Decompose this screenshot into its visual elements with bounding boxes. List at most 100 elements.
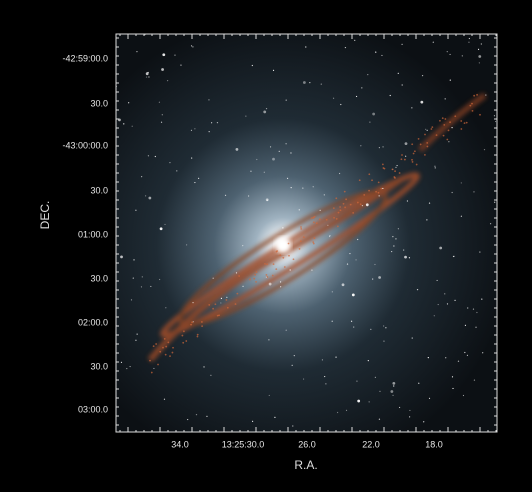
dust-knot [167,341,169,343]
star [405,156,406,157]
star [321,84,322,85]
star [285,143,286,144]
star [220,302,221,303]
star [345,47,346,48]
star [490,223,491,224]
dust-knot [371,179,373,181]
star [292,425,293,426]
galaxy-image [115,34,497,432]
dust-knot [300,228,302,230]
star [355,259,356,260]
dust-knot [253,278,255,280]
dust-knot [472,110,474,112]
star [485,94,486,95]
star [245,116,246,117]
star [153,368,154,369]
star [366,203,369,206]
dust-knot [401,158,403,160]
dust-knot [333,207,335,209]
x-tick-label: 18.0 [425,439,443,449]
dust-knot [446,139,448,141]
dust-knot [380,188,382,190]
star [435,167,436,168]
star [206,416,207,417]
x-tick-label: 26.0 [298,439,316,449]
star [469,38,470,39]
star [266,108,267,109]
dust-knot [255,281,257,283]
dust-knot [337,225,339,227]
star [395,167,396,168]
dust-knot [413,153,415,155]
dust-knot [448,130,450,132]
star [452,192,453,193]
dust-knot [319,218,321,220]
star [434,315,435,316]
star [120,255,123,258]
dust-knot [165,346,167,348]
star [428,357,429,358]
star [146,76,147,77]
star [159,279,160,280]
dust-knot [392,168,394,170]
star [159,102,160,103]
star [434,166,435,167]
star [357,239,358,240]
star [402,84,403,85]
star [429,203,430,204]
star [252,421,253,422]
dust-knot [266,276,268,278]
dust-knot [249,279,251,281]
star [263,110,266,113]
y-tick-label: 02:00.0 [78,317,108,327]
star [382,146,383,147]
star [390,390,393,393]
star [162,53,165,56]
star [464,352,465,353]
x-tick-label: 22.0 [362,439,380,449]
dust-knot [191,321,193,323]
dust-knot [476,94,478,96]
dust-knot [288,243,290,245]
star [340,104,341,105]
dust-knot [411,143,413,145]
star [427,130,428,131]
star [461,182,462,183]
dust-knot [236,293,238,295]
star [332,291,333,292]
star [236,272,237,273]
dust-knot [288,255,290,257]
dust-knot [313,243,315,245]
dust-knot [303,236,305,238]
star [450,80,451,81]
star [225,195,226,196]
dust-knot [172,347,174,349]
star [409,410,410,411]
star [369,401,370,402]
star [335,357,336,358]
y-tick-label: 30.0 [90,273,108,283]
dust-knot [359,179,361,181]
star [121,362,122,363]
star [135,210,136,211]
dust-knot [426,142,428,144]
star [213,278,214,279]
star [145,195,146,196]
dust-knot [360,203,362,205]
star [291,187,292,188]
star [448,141,449,142]
dust-knot [183,330,185,332]
dust-knot [460,120,462,122]
dust-knot [159,351,161,353]
y-tick-label: -43:00:00.0 [62,140,108,150]
dust-knot [333,217,335,219]
dust-knot [201,325,203,327]
star [418,383,419,384]
star [407,200,408,201]
star [136,51,137,52]
star [374,264,375,265]
star [392,382,395,385]
dust-knot [414,150,416,152]
dust-knot [350,204,352,206]
dust-knot [436,134,438,136]
